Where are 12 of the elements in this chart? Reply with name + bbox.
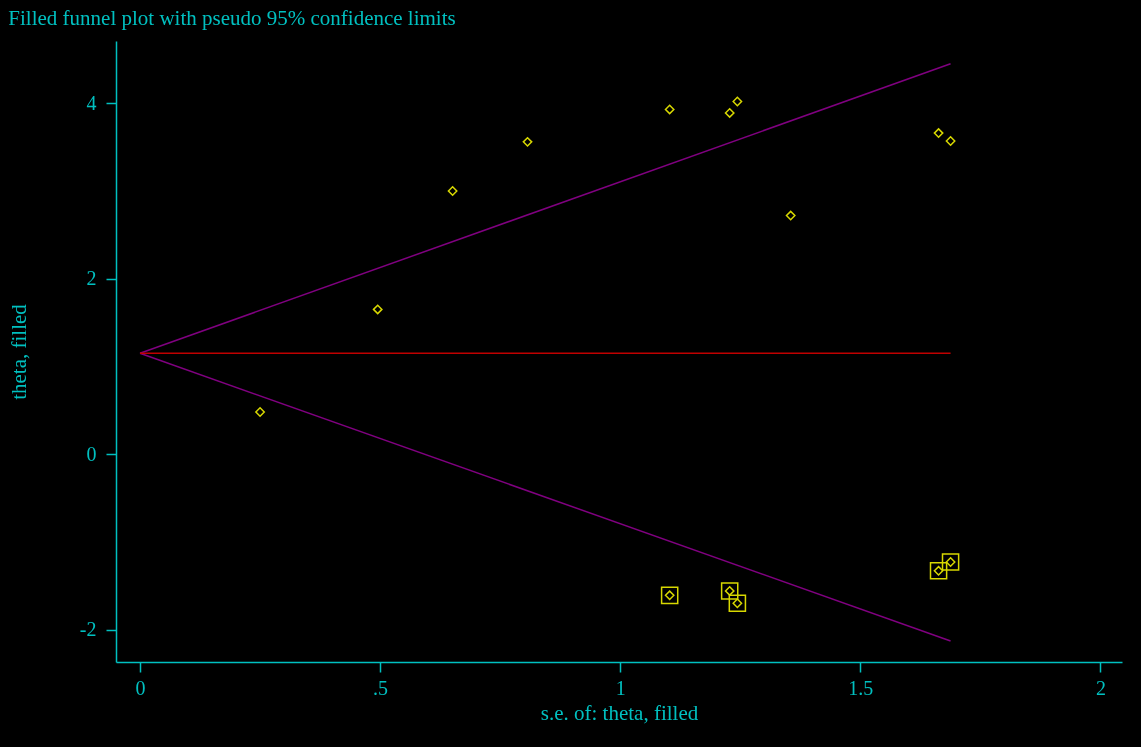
y-tick-label: 0	[86, 442, 97, 465]
x-tick-label: 0	[135, 676, 146, 699]
y-tick-label: 2	[86, 267, 97, 290]
y-tick-label: 4	[86, 91, 97, 114]
x-tick-label: .5	[373, 676, 389, 699]
x-tick-label: 2	[1095, 676, 1106, 699]
y-axis-title: theta, filled	[6, 303, 31, 400]
chart-title: Filled funnel plot with pseudo 95% confidence limits	[8, 6, 456, 30]
x-tick-label: 1	[615, 676, 626, 699]
x-axis-title: s.e. of: theta, filled	[540, 700, 699, 725]
x-tick-label: 1.5	[848, 676, 874, 699]
y-tick-label: -2	[79, 618, 97, 641]
